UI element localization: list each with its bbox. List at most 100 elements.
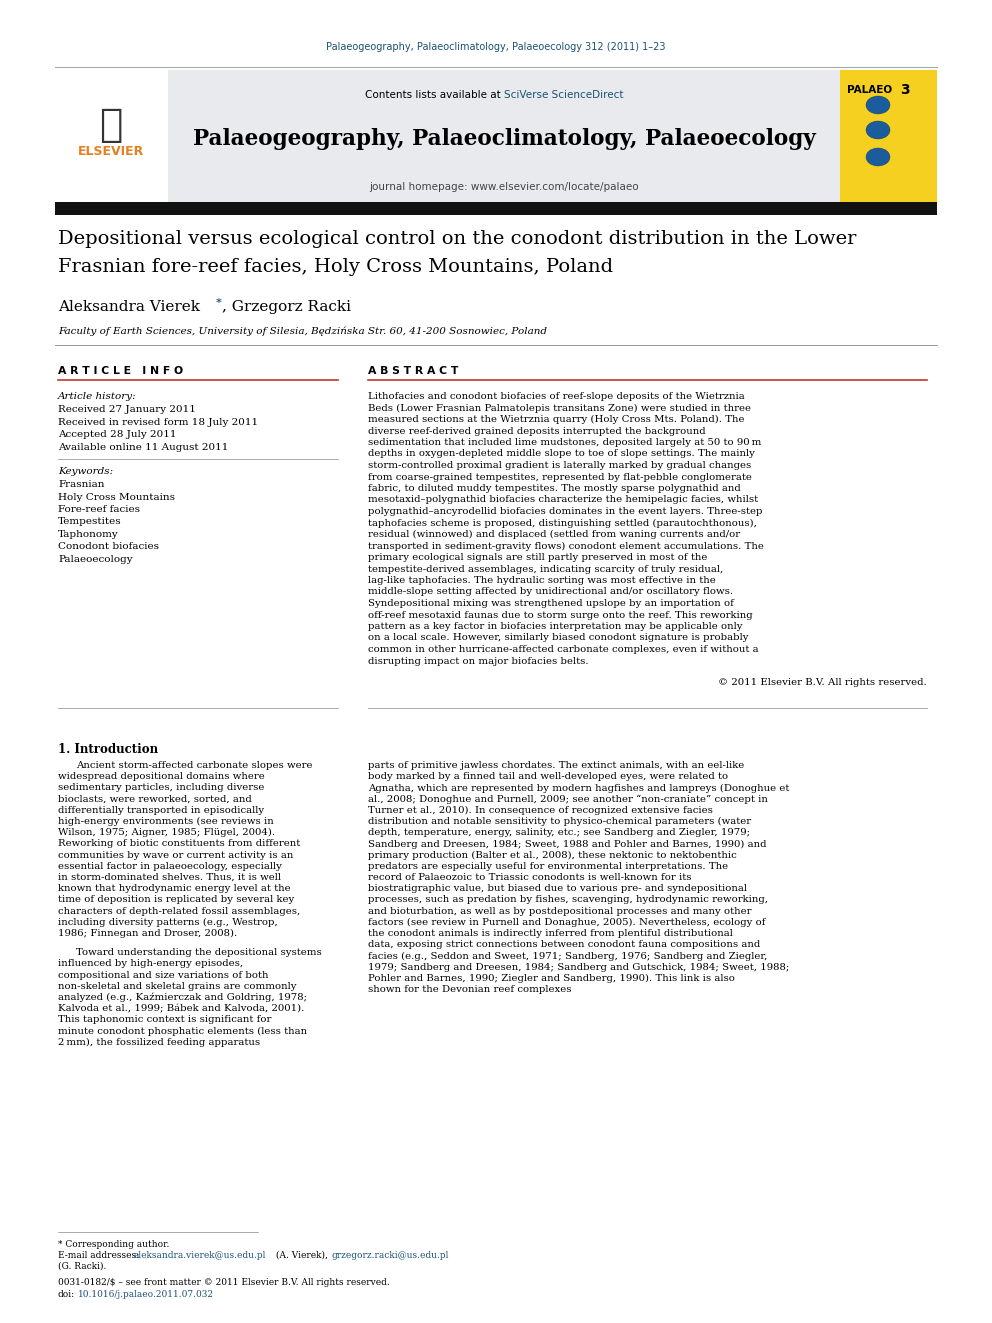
Text: predators are especially useful for environmental interpretations. The: predators are especially useful for envi… [368,861,728,871]
Ellipse shape [866,120,890,139]
Text: common in other hurricane-affected carbonate complexes, even if without a: common in other hurricane-affected carbo… [368,646,759,654]
Text: Contents lists available at: Contents lists available at [365,90,504,101]
Text: depths in oxygen-depleted middle slope to toe of slope settings. The mainly: depths in oxygen-depleted middle slope t… [368,450,755,459]
Text: middle-slope setting affected by unidirectional and/or oscillatory flows.: middle-slope setting affected by unidire… [368,587,733,597]
Text: Agnatha, which are represented by modern hagfishes and lampreys (Donoghue et: Agnatha, which are represented by modern… [368,783,790,792]
Text: Palaeoecology: Palaeoecology [58,556,133,564]
FancyBboxPatch shape [55,70,168,202]
Text: 1. Introduction: 1. Introduction [58,744,158,755]
FancyBboxPatch shape [840,70,937,202]
FancyBboxPatch shape [55,202,937,216]
Text: taphofacies scheme is proposed, distinguishing settled (parautochthonous),: taphofacies scheme is proposed, distingu… [368,519,757,528]
Text: , Grzegorz Racki: , Grzegorz Racki [222,300,351,314]
Text: 1979; Sandberg and Dreesen, 1984; Sandberg and Gutschick, 1984; Sweet, 1988;: 1979; Sandberg and Dreesen, 1984; Sandbe… [368,963,790,971]
Text: transported in sediment-gravity flows) conodont element accumulations. The: transported in sediment-gravity flows) c… [368,541,764,550]
Text: journal homepage: www.elsevier.com/locate/palaeo: journal homepage: www.elsevier.com/locat… [369,183,639,192]
Text: primary production (Balter et al., 2008), these nektonic to nektobenthic: primary production (Balter et al., 2008)… [368,851,737,860]
Text: al., 2008; Donoghue and Purnell, 2009; see another “non-craniate” concept in: al., 2008; Donoghue and Purnell, 2009; s… [368,795,768,804]
Text: processes, such as predation by fishes, scavenging, hydrodynamic reworking,: processes, such as predation by fishes, … [368,896,768,905]
Text: 1986; Finnegan and Droser, 2008).: 1986; Finnegan and Droser, 2008). [58,929,237,938]
Text: lag-like taphofacies. The hydraulic sorting was most effective in the: lag-like taphofacies. The hydraulic sort… [368,576,716,585]
Text: Aleksandra Vierek: Aleksandra Vierek [58,300,200,314]
Ellipse shape [866,148,890,165]
Text: sedimentary particles, including diverse: sedimentary particles, including diverse [58,783,265,792]
Text: biostratigraphic value, but biased due to various pre- and syndepositional: biostratigraphic value, but biased due t… [368,884,747,893]
Text: widespread depositional domains where: widespread depositional domains where [58,773,265,781]
Text: ELSEVIER: ELSEVIER [78,146,144,157]
Text: bioclasts, were reworked, sorted, and: bioclasts, were reworked, sorted, and [58,795,252,803]
Text: fabric, to diluted muddy tempestites. The mostly sparse polygnathid and: fabric, to diluted muddy tempestites. Th… [368,484,741,493]
Text: (A. Vierek),: (A. Vierek), [273,1252,330,1259]
Text: and bioturbation, as well as by postdepositional processes and many other: and bioturbation, as well as by postdepo… [368,906,752,916]
Text: Kalvoda et al., 1999; Bábek and Kalvoda, 2001).: Kalvoda et al., 1999; Bábek and Kalvoda,… [58,1004,305,1013]
Text: Frasnian: Frasnian [58,480,104,490]
Text: Depositional versus ecological control on the conodont distribution in the Lower: Depositional versus ecological control o… [58,230,856,247]
Text: primary ecological signals are still partly preserved in most of the: primary ecological signals are still par… [368,553,707,562]
Text: Keywords:: Keywords: [58,467,113,476]
Text: mesotaxid–polygnathid biofacies characterize the hemipelagic facies, whilst: mesotaxid–polygnathid biofacies characte… [368,496,758,504]
Text: 10.1016/j.palaeo.2011.07.032: 10.1016/j.palaeo.2011.07.032 [78,1290,214,1299]
Text: in storm-dominated shelves. Thus, it is well: in storm-dominated shelves. Thus, it is … [58,873,281,882]
Text: facies (e.g., Seddon and Sweet, 1971; Sandberg, 1976; Sandberg and Ziegler,: facies (e.g., Seddon and Sweet, 1971; Sa… [368,951,768,960]
Text: Ancient storm-affected carbonate slopes were: Ancient storm-affected carbonate slopes … [76,761,312,770]
Text: doi:: doi: [58,1290,75,1299]
Text: essential factor in palaeoecology, especially: essential factor in palaeoecology, espec… [58,861,282,871]
Text: polygnathid–ancyrodellid biofacies dominates in the event layers. Three-step: polygnathid–ancyrodellid biofacies domin… [368,507,763,516]
Text: PALAEO: PALAEO [847,85,892,95]
Text: Holy Cross Mountains: Holy Cross Mountains [58,492,175,501]
Text: distribution and notable sensitivity to physico-chemical parameters (water: distribution and notable sensitivity to … [368,818,751,826]
Text: Fore-reef facies: Fore-reef facies [58,505,140,515]
Text: Wilson, 1975; Aigner, 1985; Flügel, 2004).: Wilson, 1975; Aigner, 1985; Flügel, 2004… [58,828,275,837]
Text: from coarse-grained tempestites, represented by flat-pebble conglomerate: from coarse-grained tempestites, represe… [368,472,752,482]
Text: minute conodont phosphatic elements (less than: minute conodont phosphatic elements (les… [58,1027,308,1036]
Text: disrupting impact on major biofacies belts.: disrupting impact on major biofacies bel… [368,656,588,665]
Text: 0031-0182/$ – see front matter © 2011 Elsevier B.V. All rights reserved.: 0031-0182/$ – see front matter © 2011 El… [58,1278,390,1287]
Text: shown for the Devonian reef complexes: shown for the Devonian reef complexes [368,986,571,994]
Text: grzegorz.racki@us.edu.pl: grzegorz.racki@us.edu.pl [331,1252,448,1259]
Ellipse shape [866,97,890,114]
Text: Syndepositional mixing was strengthened upslope by an importation of: Syndepositional mixing was strengthened … [368,599,734,609]
Text: Conodont biofacies: Conodont biofacies [58,542,159,552]
Text: Available online 11 August 2011: Available online 11 August 2011 [58,443,228,452]
Text: 2 mm), the fossilized feeding apparatus: 2 mm), the fossilized feeding apparatus [58,1037,260,1046]
Text: sedimentation that included lime mudstones, deposited largely at 50 to 90 m: sedimentation that included lime mudston… [368,438,762,447]
Text: Accepted 28 July 2011: Accepted 28 July 2011 [58,430,177,439]
Text: on a local scale. However, similarly biased conodont signature is probably: on a local scale. However, similarly bia… [368,634,749,643]
Text: (G. Racki).: (G. Racki). [58,1262,106,1271]
Text: Turner et al., 2010). In consequence of recognized extensive facies: Turner et al., 2010). In consequence of … [368,806,713,815]
Text: influenced by high-energy episodes,: influenced by high-energy episodes, [58,959,243,968]
Text: Lithofacies and conodont biofacies of reef-slope deposits of the Wietrznia: Lithofacies and conodont biofacies of re… [368,392,745,401]
Text: 3: 3 [900,83,910,97]
Text: Pohler and Barnes, 1990; Ziegler and Sandberg, 1990). This link is also: Pohler and Barnes, 1990; Ziegler and San… [368,974,735,983]
Text: Palaeogeography, Palaeoclimatology, Palaeoecology 312 (2011) 1–23: Palaeogeography, Palaeoclimatology, Pala… [326,42,666,52]
Text: Beds (Lower Frasnian Palmatolepis transitans Zone) were studied in three: Beds (Lower Frasnian Palmatolepis transi… [368,404,751,413]
Text: storm-controlled proximal gradient is laterally marked by gradual changes: storm-controlled proximal gradient is la… [368,460,751,470]
Text: factors (see review in Purnell and Donaghue, 2005). Nevertheless, ecology of: factors (see review in Purnell and Donag… [368,918,766,927]
Text: Sandberg and Dreesen, 1984; Sweet, 1988 and Pohler and Barnes, 1990) and: Sandberg and Dreesen, 1984; Sweet, 1988 … [368,839,767,848]
Text: Faculty of Earth Sciences, University of Silesia, Będzińska Str. 60, 41-200 Sosn: Faculty of Earth Sciences, University of… [58,325,547,336]
Text: off-reef mesotaxid faunas due to storm surge onto the reef. This reworking: off-reef mesotaxid faunas due to storm s… [368,610,753,619]
Text: Toward understanding the depositional systems: Toward understanding the depositional sy… [76,949,321,958]
Text: body marked by a finned tail and well-developed eyes, were related to: body marked by a finned tail and well-de… [368,773,728,781]
Text: aleksandra.vierek@us.edu.pl: aleksandra.vierek@us.edu.pl [133,1252,266,1259]
Text: non-skeletal and skeletal grains are commonly: non-skeletal and skeletal grains are com… [58,982,297,991]
Text: Reworking of biotic constituents from different: Reworking of biotic constituents from di… [58,839,301,848]
Text: parts of primitive jawless chordates. The extinct animals, with an eel-like: parts of primitive jawless chordates. Th… [368,761,744,770]
Text: © 2011 Elsevier B.V. All rights reserved.: © 2011 Elsevier B.V. All rights reserved… [718,677,927,687]
Text: Received 27 January 2011: Received 27 January 2011 [58,406,195,414]
Text: Article history:: Article history: [58,392,137,401]
Text: Frasnian fore-reef facies, Holy Cross Mountains, Poland: Frasnian fore-reef facies, Holy Cross Mo… [58,258,613,277]
Text: *: * [216,296,222,308]
Text: Tempestites: Tempestites [58,517,122,527]
Text: * Corresponding author.: * Corresponding author. [58,1240,170,1249]
Text: depth, temperature, energy, salinity, etc.; see Sandberg and Ziegler, 1979;: depth, temperature, energy, salinity, et… [368,828,750,837]
Text: analyzed (e.g., Kaźmierczak and Goldring, 1978;: analyzed (e.g., Kaźmierczak and Goldring… [58,994,308,1003]
Text: communities by wave or current activity is an: communities by wave or current activity … [58,851,294,860]
Text: E-mail addresses:: E-mail addresses: [58,1252,142,1259]
Text: tempestite-derived assemblages, indicating scarcity of truly residual,: tempestite-derived assemblages, indicati… [368,565,723,573]
Text: data, exposing strict connections between conodont fauna compositions and: data, exposing strict connections betwee… [368,941,760,949]
Text: Taphonomy: Taphonomy [58,531,119,538]
Text: record of Palaeozoic to Triassic conodonts is well-known for its: record of Palaeozoic to Triassic conodon… [368,873,691,882]
Text: known that hydrodynamic energy level at the: known that hydrodynamic energy level at … [58,884,291,893]
FancyBboxPatch shape [168,70,840,202]
